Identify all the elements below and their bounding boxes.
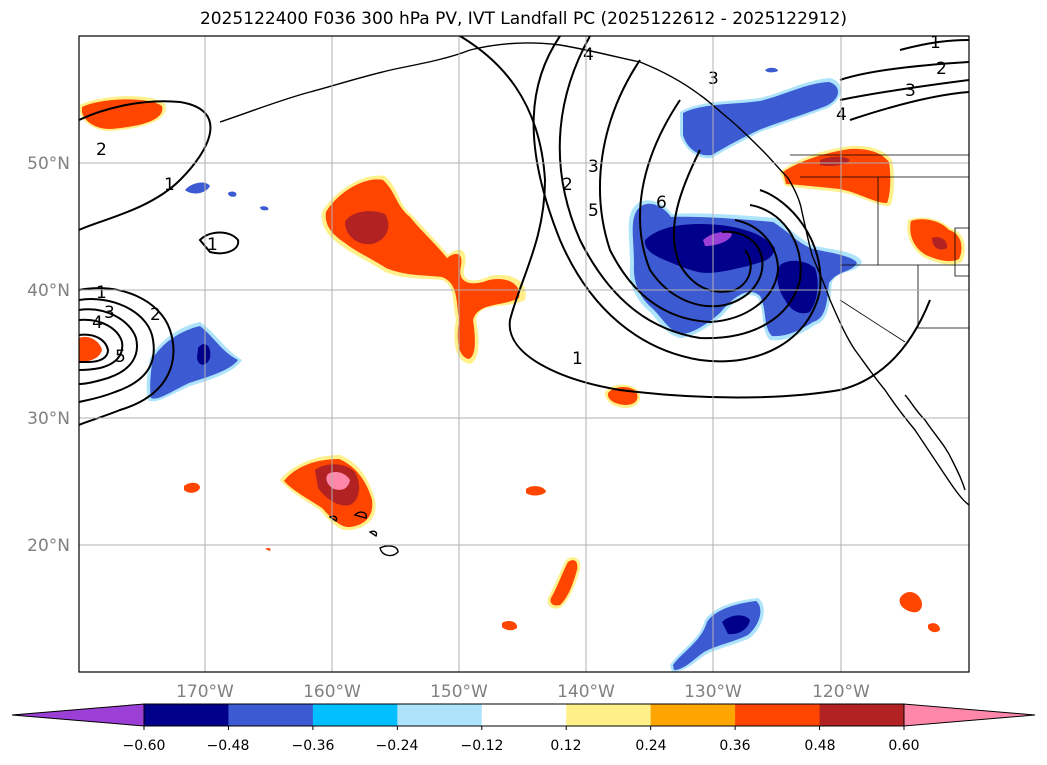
pv-shading <box>79 67 965 672</box>
lon-label: 130°W <box>684 682 742 702</box>
map-panel: 4 3 1 2 3 4 2 3 5 6 1 1 1 2 1 3 4 2 5 <box>79 33 969 672</box>
colorbar: −0.60 −0.48 −0.36 −0.24 −0.12 0.12 0.24 … <box>11 703 1036 754</box>
contour-label: 3 <box>104 303 115 323</box>
contour-label: 2 <box>150 305 161 325</box>
colorbar-tick-label: −0.24 <box>376 738 419 754</box>
ivt-contours <box>79 36 969 426</box>
colorbar-tick-label: 0.36 <box>719 738 750 754</box>
contour-label: 4 <box>92 313 103 333</box>
contour-label: 5 <box>588 201 599 221</box>
colorbar-swatch <box>397 704 483 726</box>
lon-label: 160°W <box>303 682 361 702</box>
lon-label: 170°W <box>176 682 234 702</box>
lon-label: 140°W <box>557 682 615 702</box>
longitude-labels: 170°W 160°W 150°W 140°W 130°W 120°W <box>176 682 870 702</box>
colorbar-swatch <box>312 704 398 726</box>
lat-label: 20°N <box>27 536 70 556</box>
colorbar-swatch <box>735 704 821 726</box>
colorbar-tick-label: −0.60 <box>123 738 166 754</box>
lon-label: 150°W <box>430 682 488 702</box>
contour-label: 2 <box>936 59 947 79</box>
contour-label: 3 <box>588 157 599 177</box>
colorbar-tick-label: −0.12 <box>461 738 504 754</box>
contour-label: 1 <box>96 283 107 303</box>
colorbar-tick-label: 0.60 <box>888 738 919 754</box>
contour-label: 1 <box>930 33 941 53</box>
contour-label: 4 <box>583 45 594 65</box>
contour-label: 2 <box>562 175 573 195</box>
colorbar-swatch-min <box>12 704 144 726</box>
lat-label: 30°N <box>27 409 70 429</box>
colorbar-frame <box>143 703 905 727</box>
contour-label: 1 <box>572 349 583 369</box>
contour-label: 1 <box>164 175 175 195</box>
colorbar-tick-label: −0.36 <box>292 738 335 754</box>
map-frame <box>78 35 970 673</box>
contour-label: 5 <box>115 347 126 367</box>
latitude-labels: 50°N 40°N 30°N 20°N <box>27 154 70 556</box>
colorbar-tick-label: 0.12 <box>550 738 581 754</box>
contour-label: 6 <box>656 193 667 213</box>
colorbar-swatch <box>481 704 567 726</box>
colorbar-tick-label: 0.24 <box>635 738 666 754</box>
gridlines <box>79 36 969 672</box>
colorbar-swatch <box>144 704 229 726</box>
lon-label: 120°W <box>812 682 870 702</box>
contour-label: 1 <box>207 235 218 255</box>
contour-label: 2 <box>96 140 107 160</box>
colorbar-swatch <box>228 704 314 726</box>
colorbar-swatch-max <box>904 704 1035 726</box>
contour-labels: 4 3 1 2 3 4 2 3 5 6 1 1 1 2 1 3 4 2 5 <box>92 33 947 369</box>
contour-label: 3 <box>905 81 916 101</box>
figure-title: 2025122400 F036 300 hPa PV, IVT Landfall… <box>199 9 847 29</box>
lat-label: 50°N <box>27 154 70 174</box>
lat-label: 40°N <box>27 281 70 301</box>
colorbar-swatch <box>819 704 905 726</box>
colorbar-tick-label: −0.48 <box>207 738 250 754</box>
colorbar-swatch <box>566 704 652 726</box>
coastlines <box>219 42 969 557</box>
political-borders <box>790 154 969 343</box>
colorbar-tick-label: 0.48 <box>804 738 835 754</box>
colorbar-swatch <box>650 704 736 726</box>
